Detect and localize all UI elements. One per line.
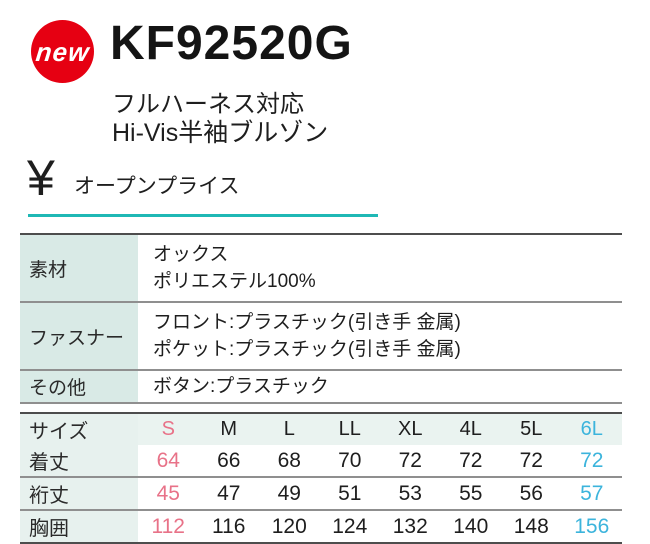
size-value-cell: 53: [398, 481, 422, 505]
size-header-cell: L: [283, 418, 295, 440]
size-value-cell: 132: [392, 514, 428, 538]
spec-value-other: ボタン:プラスチック: [138, 370, 622, 403]
size-value-cell: 64: [156, 448, 180, 472]
size-header-cell: 6L: [580, 418, 603, 440]
spec-value-line: ボタン:プラスチック: [153, 376, 329, 397]
yen-symbol: ¥: [27, 150, 55, 206]
spec-label-fastener: ファスナー: [20, 302, 138, 370]
size-value-cell: 72: [580, 448, 604, 472]
size-header-label: サイズ: [20, 413, 138, 445]
size-value-cell: 70: [338, 448, 362, 472]
size-value-cell: 148: [513, 514, 549, 538]
size-value-cell: 55: [459, 481, 483, 505]
size-value-cell: 45: [156, 481, 180, 505]
size-header-cell: M: [220, 418, 238, 440]
size-header-cell: S: [161, 418, 175, 440]
size-value-cell: 124: [332, 514, 368, 538]
size-value-cell: 140: [453, 514, 489, 538]
size-value-cell: 72: [398, 448, 422, 472]
size-value-cell: 57: [580, 481, 604, 505]
spec-table: 素材 オックス ポリエステル100% ファスナー フロント:プラスチック(引き手…: [20, 233, 622, 404]
spec-row-other: その他 ボタン:プラスチック: [20, 370, 622, 403]
product-subtitle-line2: Hi-Vis半袖ブルゾン: [112, 119, 329, 147]
size-row-chest: 胸囲 112 116 120 124 132 140 148 156: [20, 510, 622, 543]
spec-value-line: フロント:プラスチック(引き手 金属): [153, 312, 461, 333]
size-row-label: 着丈: [20, 445, 138, 477]
size-row-label: 裄丈: [20, 477, 138, 510]
spec-row-material: 素材 オックス ポリエステル100%: [20, 234, 622, 302]
spec-value-line: ポケット:プラスチック(引き手 金属): [153, 339, 461, 360]
price-label: オープンプライス: [74, 175, 240, 198]
size-value-cell: 156: [574, 514, 610, 538]
size-header-cell: 4L: [459, 418, 482, 440]
new-badge-label: new: [34, 36, 91, 67]
size-header-cell: 5L: [520, 418, 543, 440]
size-value-cell: 72: [459, 448, 483, 472]
size-value-cell: 51: [338, 481, 362, 505]
product-code: KF92520G: [110, 17, 353, 70]
spec-value-fastener: フロント:プラスチック(引き手 金属) ポケット:プラスチック(引き手 金属): [138, 302, 622, 370]
new-badge: new: [31, 20, 94, 83]
size-header-row: サイズ S M L LL XL 4L 5L 6L: [20, 413, 622, 445]
size-header-cell: LL: [338, 418, 361, 440]
size-value-cell: 47: [217, 481, 241, 505]
size-header-cell: XL: [398, 418, 423, 440]
size-value-cell: 49: [277, 481, 301, 505]
size-row-label: 胸囲: [20, 510, 138, 543]
size-value-cell: 56: [519, 481, 543, 505]
size-value-cell: 72: [519, 448, 543, 472]
size-value-cell: 112: [151, 514, 185, 538]
spec-value-material: オックス ポリエステル100%: [138, 234, 622, 302]
price-underline: [28, 214, 378, 217]
size-value-cell: 66: [217, 448, 241, 472]
spec-value-line: オックス: [153, 244, 229, 265]
size-row-body-length: 着丈 64 66 68 70 72 72 72 72: [20, 445, 622, 477]
size-table: サイズ S M L LL XL 4L 5L 6L 着丈 64 66 68 70 …: [20, 412, 622, 544]
size-value-cell: 116: [212, 514, 246, 538]
size-row-sleeve-length: 裄丈 45 47 49 51 53 55 56 57: [20, 477, 622, 510]
spec-row-fastener: ファスナー フロント:プラスチック(引き手 金属) ポケット:プラスチック(引き…: [20, 302, 622, 370]
size-value-cell: 120: [271, 514, 307, 538]
spec-label-other: その他: [20, 370, 138, 403]
spec-label-material: 素材: [20, 234, 138, 302]
product-subtitle-line1: フルハーネス対応: [112, 91, 304, 118]
size-value-cell: 68: [277, 448, 301, 472]
spec-value-line: ポリエステル100%: [153, 271, 316, 292]
